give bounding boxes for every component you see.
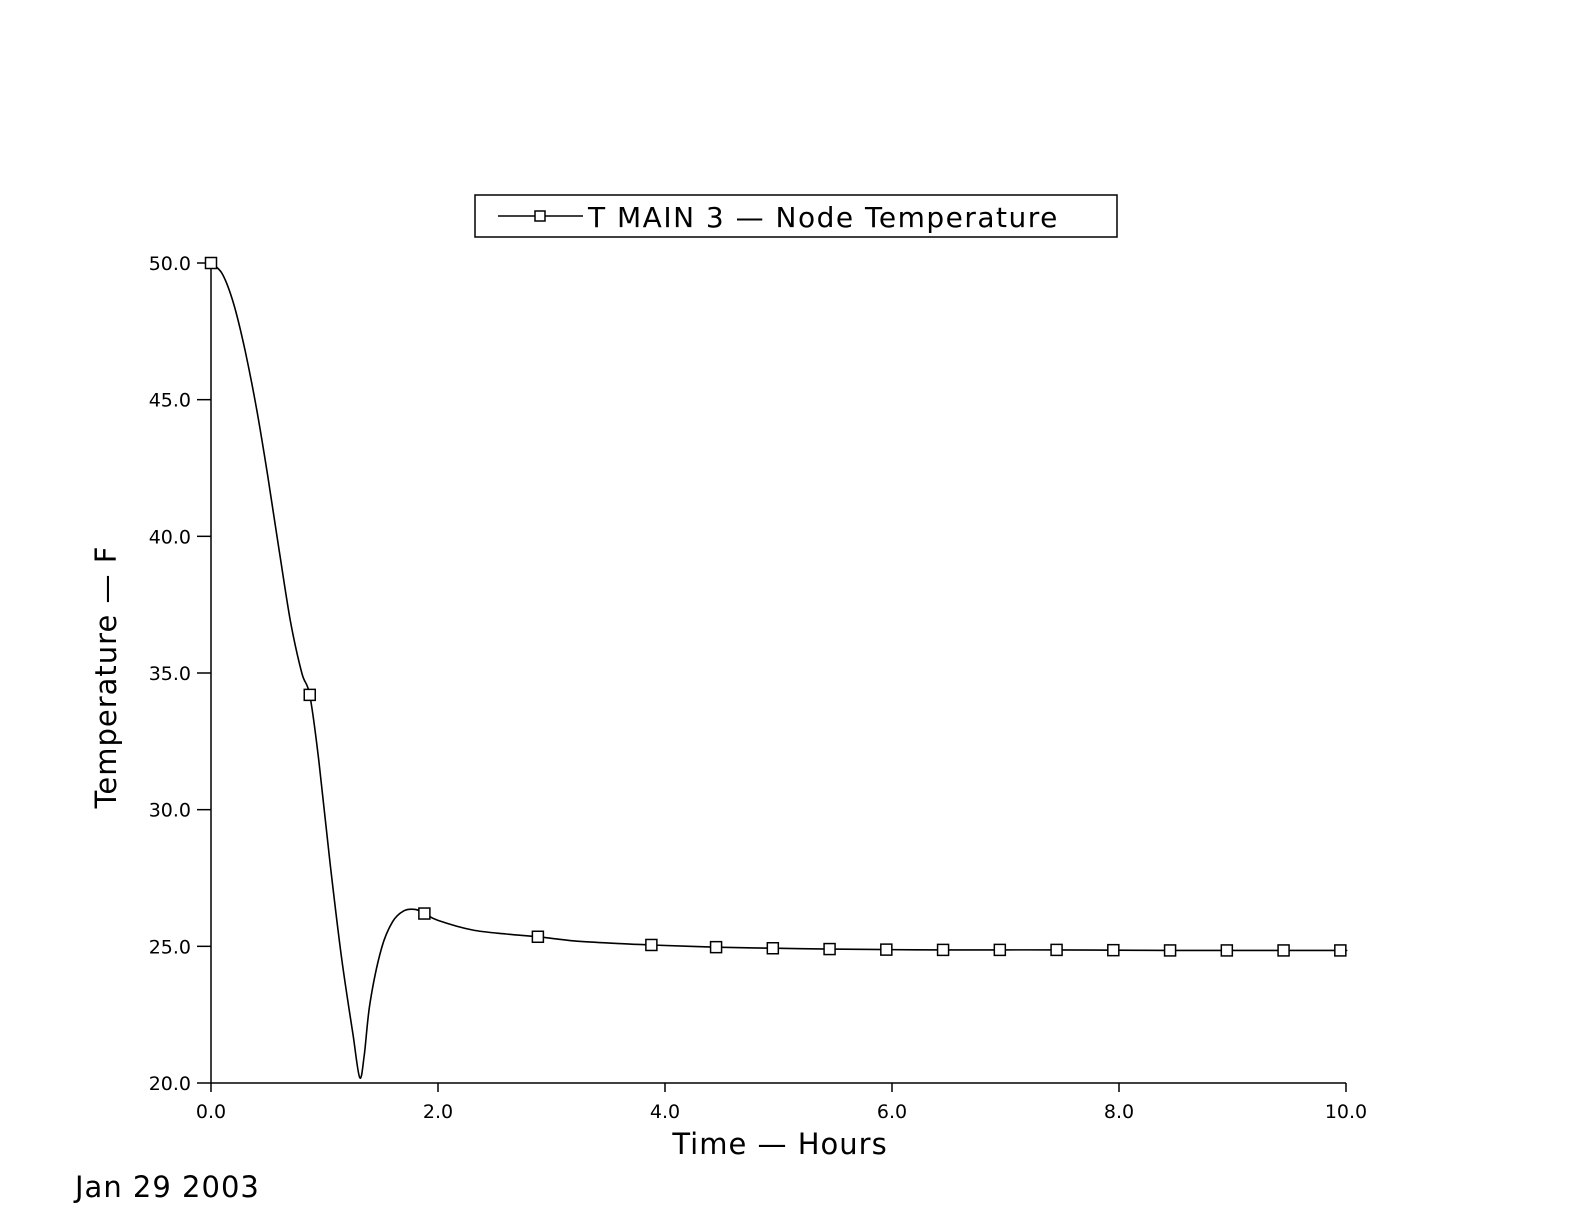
data-point-marker [1050,943,1063,957]
data-point-marker [936,943,950,957]
data-point-marker [766,941,780,955]
series-markers [204,256,1347,957]
y-tick-label: 40.0 [149,526,191,548]
data-point-marker [1277,944,1290,957]
data-point-marker [418,907,431,920]
data-point-marker [303,688,316,702]
legend-label: T MAIN 3 — Node Temperature [587,201,1059,234]
x-axis-title: Time — Hours [671,1127,887,1161]
x-tick-label: 4.0 [650,1101,680,1123]
y-tick-label: 45.0 [149,390,191,412]
data-point-marker [709,940,723,954]
y-axis-title: Temperature — F [89,546,123,810]
legend: T MAIN 3 — Node Temperature [474,194,1118,238]
data-point-marker [1107,943,1120,957]
series-line [210,262,1348,1079]
legend-box [474,194,1118,238]
y-tick-label: 20.0 [149,1073,191,1095]
data-point-marker [1334,944,1347,957]
x-tick-label: 2.0 [423,1101,453,1123]
y-axis-ticks: 20.0 25.0 30.0 35.0 40.0 45.0 50.0 [149,253,211,1095]
data-point-marker [880,943,893,956]
x-axis-ticks: 0.0 2.0 4.0 6.0 8.0 10.0 [196,1083,1367,1123]
y-tick-label: 35.0 [149,663,191,685]
data-point-marker [204,256,218,270]
legend-square-marker-icon [534,210,546,222]
data-point-marker [645,938,658,952]
y-tick-label: 30.0 [149,800,191,822]
data-point-marker [1220,944,1234,957]
x-tick-label: 8.0 [1104,1101,1134,1123]
y-tick-label: 25.0 [149,936,191,958]
data-point-marker [823,942,836,956]
y-tick-label: 50.0 [149,253,191,275]
date-stamp: Jan 29 2003 [73,1170,260,1204]
x-tick-label: 10.0 [1325,1101,1367,1123]
data-point-marker [993,943,1007,957]
data-point-marker [531,930,545,944]
x-tick-label: 0.0 [196,1101,226,1123]
data-point-marker [1163,944,1177,957]
x-tick-label: 6.0 [877,1101,907,1123]
